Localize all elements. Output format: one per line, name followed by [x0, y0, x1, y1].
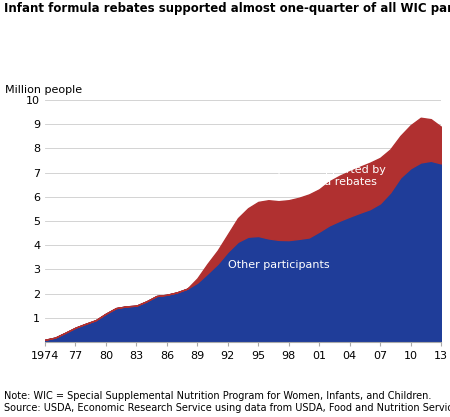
Text: Infant formula rebates supported almost one-quarter of all WIC participants in f: Infant formula rebates supported almost … [4, 2, 450, 15]
Text: Note: WIC = Special Supplemental Nutrition Program for Women, Infants, and Child: Note: WIC = Special Supplemental Nutriti… [4, 391, 450, 413]
Text: Other participants: Other participants [228, 259, 329, 269]
Text: Participants supported by
infant formula rebates: Participants supported by infant formula… [243, 166, 386, 187]
Text: Million people: Million people [5, 85, 82, 95]
